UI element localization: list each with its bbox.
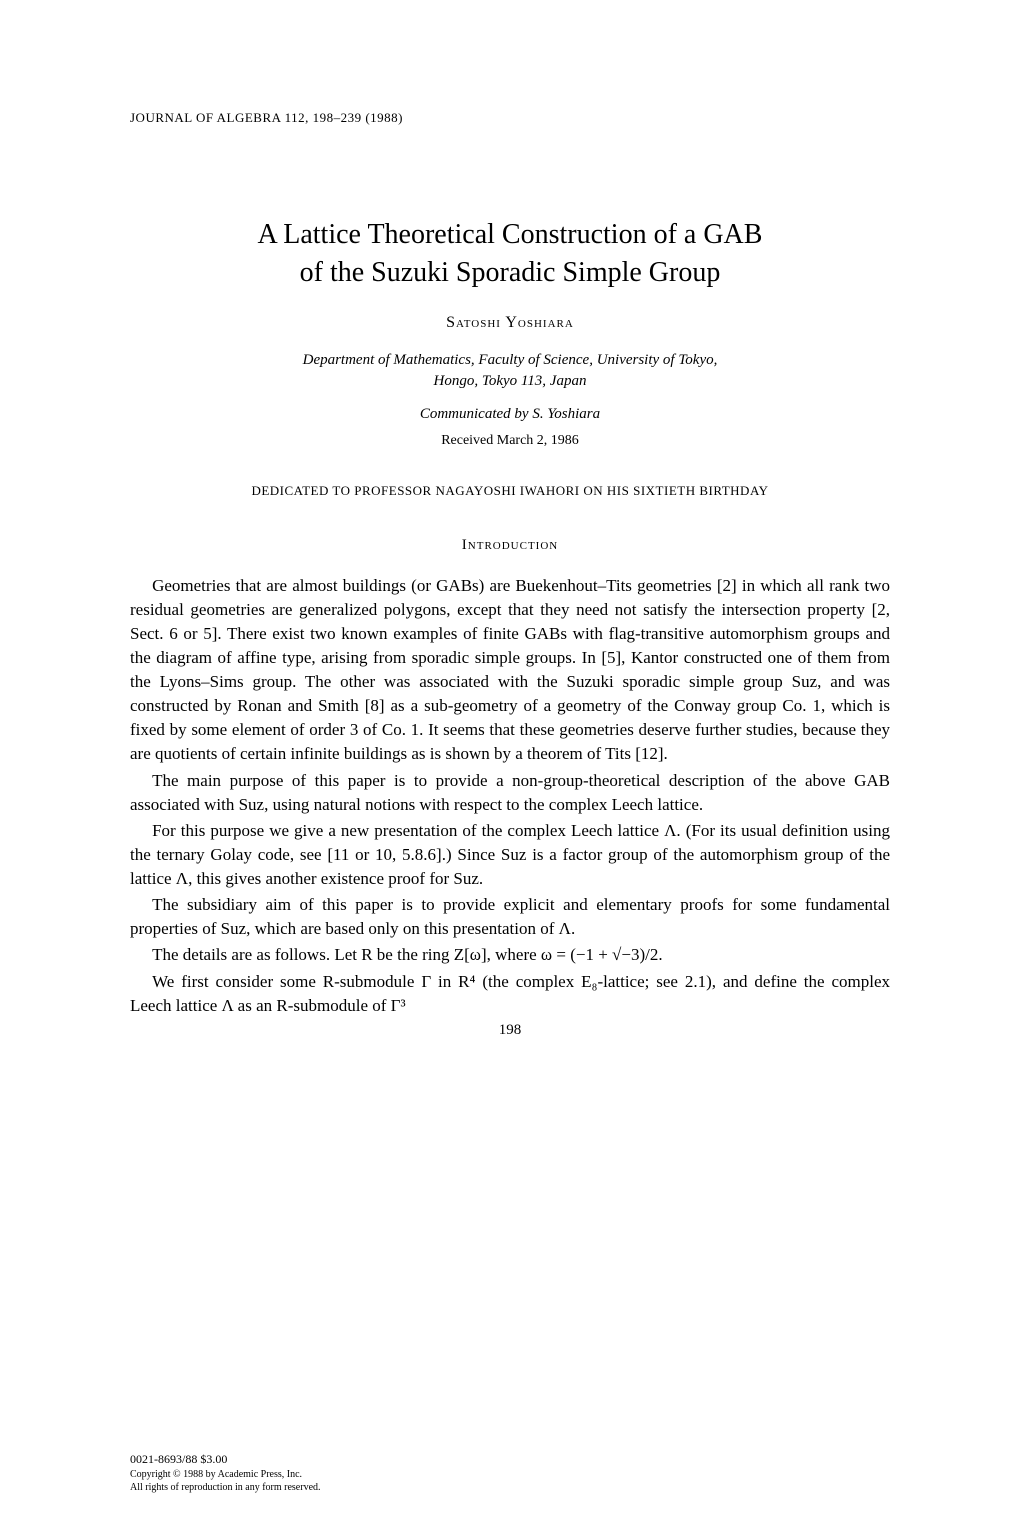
footer-issn: 0021-8693/88 $3.00 <box>130 1452 321 1468</box>
affiliation-line-2: Hongo, Tokyo 113, Japan <box>434 373 587 389</box>
footer-copyright-2: All rights of reproduction in any form r… <box>130 1481 321 1494</box>
footer-copyright-1: Copyright © 1988 by Academic Press, Inc. <box>130 1468 321 1481</box>
received-date: Received March 2, 1986 <box>130 433 890 449</box>
title-line-2: of the Suzuki Sporadic Simple Group <box>300 257 721 288</box>
affiliation-line-1: Department of Mathematics, Faculty of Sc… <box>303 352 718 368</box>
page-number: 198 <box>130 1022 890 1039</box>
paragraph-5: The details are as follows. Let R be the… <box>130 943 890 967</box>
paragraph-4: The subsidiary aim of this paper is to p… <box>130 893 890 941</box>
paragraph-3: For this purpose we give a new presentat… <box>130 819 890 891</box>
author-name: Satoshi Yoshiara <box>130 314 890 332</box>
footer: 0021-8693/88 $3.00 Copyright © 1988 by A… <box>130 1452 321 1494</box>
dedication: DEDICATED TO PROFESSOR NAGAYOSHI IWAHORI… <box>130 483 890 499</box>
paragraph-6: We first consider some R-submodule Γ in … <box>130 970 890 1018</box>
communicated-by: Communicated by S. Yoshiara <box>130 406 890 423</box>
paragraph-2: The main purpose of this paper is to pro… <box>130 769 890 817</box>
title-line-1: A Lattice Theoretical Construction of a … <box>258 219 763 250</box>
section-heading-introduction: Introduction <box>130 537 890 554</box>
paragraph-1: Geometries that are almost buildings (or… <box>130 574 890 767</box>
journal-header: JOURNAL OF ALGEBRA 112, 198–239 (1988) <box>130 110 890 126</box>
author-affiliation: Department of Mathematics, Faculty of Sc… <box>130 350 890 392</box>
paper-title: A Lattice Theoretical Construction of a … <box>130 216 890 292</box>
